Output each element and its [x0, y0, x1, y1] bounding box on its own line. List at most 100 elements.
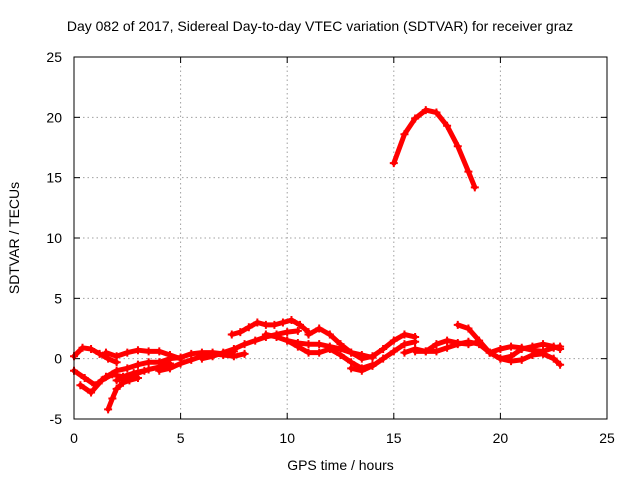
series-line-arc-15	[391, 107, 478, 190]
data-point	[87, 345, 96, 354]
data-point	[261, 330, 270, 339]
data-point	[453, 340, 462, 349]
data-point	[133, 369, 142, 378]
data-point	[411, 347, 420, 356]
data-point	[315, 324, 324, 333]
data-point	[229, 352, 238, 361]
data-point	[528, 346, 537, 355]
data-point	[368, 361, 377, 370]
data-point	[101, 348, 110, 357]
data-point	[496, 354, 505, 363]
data-point	[87, 388, 96, 397]
data-point	[123, 364, 132, 373]
x-tick-label: 25	[599, 430, 615, 446]
data-point	[219, 348, 228, 357]
data-point	[112, 376, 121, 385]
data-point	[315, 348, 324, 357]
data-point	[187, 355, 196, 364]
data-point	[144, 365, 153, 374]
data-point	[549, 343, 558, 352]
data-point	[240, 340, 249, 349]
data-point	[379, 354, 388, 363]
data-point	[133, 360, 142, 369]
data-point	[155, 366, 164, 375]
data-point	[97, 376, 106, 385]
data-point	[229, 345, 238, 354]
data-point	[411, 114, 420, 123]
data-point	[283, 336, 292, 345]
data-point	[453, 142, 462, 151]
data-point	[304, 340, 313, 349]
data-point	[112, 352, 121, 361]
y-tick-label: 15	[46, 170, 62, 186]
data-point	[104, 405, 113, 414]
data-point	[549, 354, 558, 363]
data-point	[108, 370, 117, 379]
data-point	[197, 354, 206, 363]
data-point	[325, 330, 334, 339]
series-line-arc-10	[229, 317, 311, 337]
data-series	[70, 106, 565, 414]
data-point	[517, 343, 526, 352]
data-point	[236, 328, 245, 337]
data-point	[432, 347, 441, 356]
x-tick-label: 10	[279, 430, 295, 446]
data-point	[270, 320, 279, 329]
data-point	[443, 121, 452, 130]
plot-frame	[73, 56, 608, 420]
data-point	[432, 340, 441, 349]
data-point	[389, 336, 398, 345]
data-point	[475, 336, 484, 345]
data-point	[357, 354, 366, 363]
data-point	[295, 320, 304, 329]
data-point	[287, 316, 296, 325]
data-point	[304, 348, 313, 357]
data-point	[336, 340, 345, 349]
data-point	[357, 366, 366, 375]
data-point	[104, 354, 113, 363]
x-tick-label: 20	[493, 430, 509, 446]
data-point	[112, 384, 121, 393]
data-point	[411, 337, 420, 346]
data-point	[293, 326, 302, 335]
data-point	[400, 130, 409, 139]
x-axis-label: GPS time / hours	[287, 457, 394, 473]
axis-ticks: 0 5 10 15 20 25 -5 0 5 10 15 20 25	[46, 49, 615, 446]
x-tick-label: 0	[70, 430, 78, 446]
data-point	[368, 352, 377, 361]
data-point	[253, 318, 262, 327]
data-point	[165, 364, 174, 373]
data-point	[123, 372, 132, 381]
data-point	[95, 349, 104, 358]
data-point	[325, 345, 334, 354]
data-point	[485, 348, 494, 357]
y-tick-label: 25	[46, 49, 62, 65]
data-point	[347, 364, 356, 373]
data-point	[470, 183, 479, 192]
data-point	[453, 320, 462, 329]
data-point	[400, 340, 409, 349]
data-point	[556, 342, 565, 351]
data-point	[443, 336, 452, 345]
x-tick-label: 15	[386, 430, 402, 446]
data-point	[176, 359, 185, 368]
data-point	[78, 343, 87, 352]
data-point	[400, 348, 409, 357]
y-tick-label: 5	[54, 290, 62, 306]
y-tick-label: 0	[54, 351, 62, 367]
chart-title: Day 082 of 2017, Sidereal Day-to-day VTE…	[66, 18, 574, 34]
data-point	[517, 355, 526, 364]
data-point	[144, 358, 153, 367]
data-point	[144, 347, 153, 356]
data-point	[507, 342, 516, 351]
data-point	[108, 394, 117, 403]
x-tick-label: 5	[177, 430, 185, 446]
data-point	[539, 347, 548, 356]
data-point	[347, 348, 356, 357]
data-point	[496, 345, 505, 354]
data-point	[464, 324, 473, 333]
y-tick-label: -5	[50, 411, 63, 427]
data-point	[155, 358, 164, 367]
data-point	[389, 159, 398, 168]
data-point	[443, 343, 452, 352]
